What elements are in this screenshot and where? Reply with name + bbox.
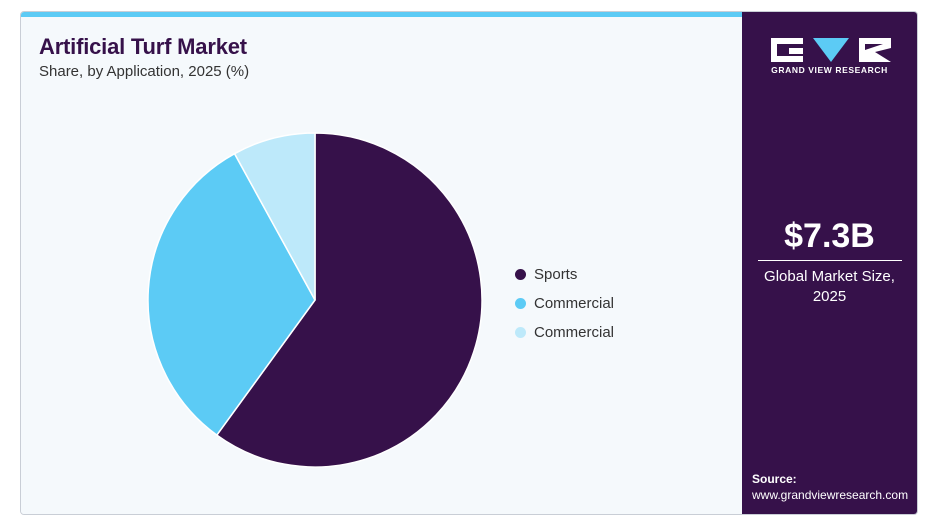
legend-swatch [515, 327, 526, 338]
legend-label: Sports [534, 266, 578, 283]
legend-swatch [515, 269, 526, 280]
legend-item-1: Sports [515, 260, 614, 289]
chart-title: Artificial Turf Market [39, 34, 247, 59]
legend-item-3: Commercial [515, 318, 614, 347]
chart-panel: Artificial Turf Market Share, by Applica… [21, 12, 742, 514]
chart-subtitle: Share, by Application, 2025 (%) [39, 63, 250, 80]
legend-label: Commercial [534, 324, 615, 341]
accent-bar [21, 12, 742, 17]
market-size-value: $7.3B [784, 217, 875, 255]
source-link[interactable]: www.grandviewresearch.com [752, 488, 909, 502]
source-label: Source: [752, 472, 797, 486]
chart-legend: Sports Commercial Commercial [515, 260, 614, 347]
pie-slice-3 [233, 132, 316, 301]
pie-slice-1 [215, 132, 483, 468]
legend-swatch [515, 298, 526, 309]
divider [758, 260, 902, 261]
pie-chart [147, 132, 483, 468]
infographic-card: Artificial Turf Market Share, by Applica… [20, 11, 918, 515]
market-size-label: Global Market Size, 2025 [764, 268, 895, 305]
grand-view-research-logo-icon [771, 38, 891, 62]
brand-name: GRAND VIEW RESEARCH [771, 65, 888, 75]
legend-item-2: Commercial [515, 289, 614, 318]
pie-slice-2 [147, 152, 316, 437]
summary-sidebar: GRAND VIEW RESEARCH $7.3B Global Market … [742, 12, 917, 514]
legend-label: Commercial [534, 295, 615, 312]
